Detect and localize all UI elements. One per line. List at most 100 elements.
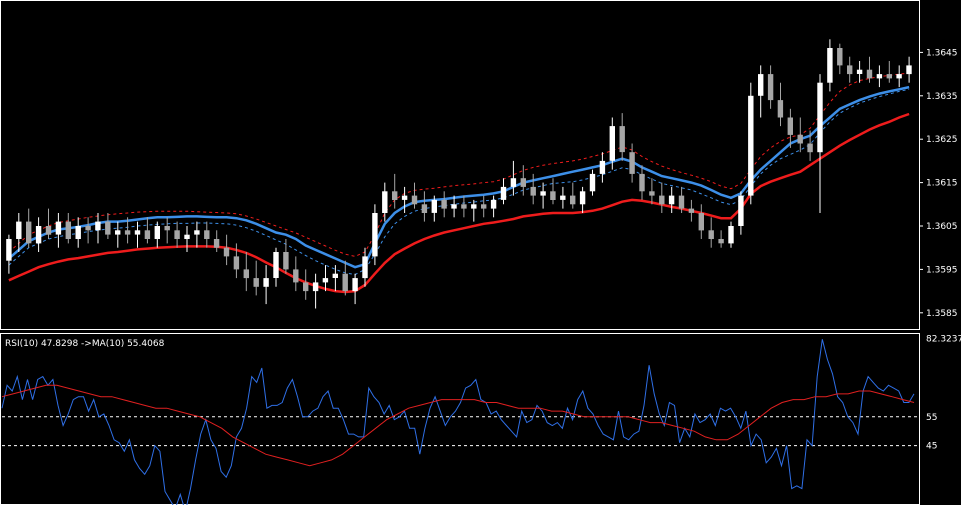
candle-body — [906, 65, 912, 75]
candle-body — [718, 239, 724, 244]
price-panel-frame — [0, 0, 920, 330]
candle-body — [382, 191, 388, 213]
candle-body — [619, 126, 625, 153]
candle-body — [253, 278, 259, 287]
candle-body — [500, 186, 507, 200]
candle-body — [283, 252, 289, 270]
candle-body — [35, 226, 42, 244]
price-plot — [6, 39, 912, 309]
candle-body — [550, 191, 556, 200]
candle-body — [223, 247, 230, 257]
price-tick-label: 1.3595 — [926, 265, 958, 275]
candle-body — [431, 199, 437, 213]
candle-body — [649, 191, 655, 196]
candle-body — [688, 208, 695, 213]
candle-body — [837, 48, 843, 66]
rsi-plot — [1, 339, 918, 505]
candle-body — [332, 273, 338, 278]
candle-body — [767, 74, 774, 101]
ma-red-line — [8, 112, 910, 294]
candle-body — [817, 82, 823, 153]
candle-body — [134, 230, 141, 235]
candle-body — [144, 230, 151, 239]
candle-body — [708, 230, 714, 239]
candle-body — [629, 152, 635, 174]
candle-body — [728, 226, 734, 244]
candle-body — [273, 252, 279, 278]
candle-body — [471, 204, 477, 209]
candle-body — [520, 178, 526, 187]
candle-body — [233, 256, 240, 270]
candle-body — [599, 160, 606, 174]
candle-body — [866, 69, 873, 79]
candle-body — [401, 195, 408, 200]
candle-body — [194, 230, 200, 235]
price-tick-label: 1.3625 — [926, 135, 958, 145]
candle-body — [451, 204, 457, 209]
candle-body — [342, 273, 348, 292]
price-axis: 1.3645 1.3635 1.3625 1.3615 1.3605 1.359… — [919, 48, 958, 319]
candle-body — [847, 65, 853, 75]
candle-body — [886, 74, 892, 79]
candle-body — [807, 143, 813, 153]
rsi-axis: 82.3237 55 45 — [926, 334, 961, 451]
candle-body — [352, 278, 358, 292]
candle-body — [213, 239, 220, 248]
candle-body — [678, 195, 685, 209]
candle-body — [184, 234, 190, 239]
candle-body — [441, 199, 447, 209]
candle-body — [787, 117, 793, 135]
candle-body — [105, 221, 111, 235]
rsi-header: RSI(10) 47.8298 ->MA(10) 55.4068 — [5, 339, 165, 349]
candle-body — [738, 195, 744, 226]
candle-body — [95, 221, 101, 231]
candle-body — [659, 195, 665, 205]
candle-body — [609, 126, 615, 161]
candle-body — [490, 199, 497, 209]
candle-body — [510, 178, 517, 187]
candle-body — [55, 221, 62, 235]
candle-body — [392, 191, 398, 200]
candle-body — [461, 204, 467, 209]
candle-body — [303, 282, 309, 292]
rsi-tick-label: 45 — [926, 442, 937, 452]
candle-body — [639, 173, 645, 192]
rsi-ma-line — [1, 384, 915, 467]
candle-body — [85, 226, 91, 231]
candle-body — [560, 195, 566, 200]
candle-body — [75, 226, 81, 239]
candle-body — [204, 230, 210, 239]
price-tick-label: 1.3635 — [926, 92, 958, 102]
candle-body — [589, 173, 596, 192]
candle-body — [570, 195, 576, 205]
candle-body — [758, 74, 764, 96]
candle-body — [856, 69, 863, 74]
ma-blue-dashed-line — [8, 88, 910, 276]
rsi-tick-label: 55 — [926, 413, 937, 423]
candle-body — [243, 269, 249, 279]
candle-body — [263, 278, 269, 287]
candle-body — [174, 230, 180, 239]
rsi-line — [1, 339, 915, 505]
candle-body — [312, 282, 319, 292]
price-tick-label: 1.3605 — [926, 222, 958, 232]
ma-red-dashed-line — [8, 72, 910, 257]
candle-body — [26, 221, 32, 244]
candle-body — [530, 186, 536, 196]
candle-body — [421, 204, 428, 213]
candle-body — [579, 191, 586, 205]
candle-body — [896, 74, 902, 79]
candle-body — [372, 213, 378, 257]
candle-body — [698, 213, 704, 231]
candle-body — [124, 230, 131, 235]
price-tick-label: 1.3615 — [926, 179, 958, 189]
candle-body — [362, 256, 368, 279]
ma-blue-line — [8, 85, 910, 269]
rsi-tick-label: 82.3237 — [926, 334, 961, 344]
candle-body — [164, 226, 170, 231]
price-tick-label: 1.3645 — [926, 48, 958, 58]
candle-body — [16, 221, 22, 239]
candle-body — [65, 221, 71, 239]
